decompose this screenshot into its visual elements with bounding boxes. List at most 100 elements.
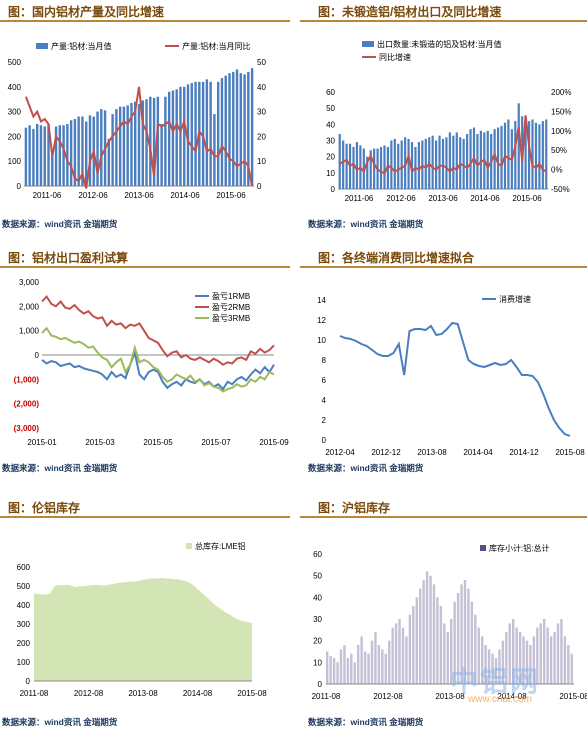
bar [436,597,439,684]
y-tick-label: 6 [322,376,327,385]
bar [522,636,525,684]
bar [487,649,491,684]
bar [149,96,152,186]
x-tick-label: 2011-06 [345,194,374,203]
bar [201,81,205,186]
bar [111,114,114,186]
source-note-3: 数据来源：wind资讯 金瑞期货 [2,463,118,473]
y-tick-label: 20 [326,153,335,162]
bar [463,580,467,684]
bar [481,636,484,684]
bar [352,146,355,189]
y-tick-label: 150% [551,107,571,116]
x-tick-label: 2012-06 [78,191,108,200]
bar [126,105,129,186]
bar [374,632,377,684]
source-note-2: 数据来源：wind资讯 金瑞期货 [308,219,424,229]
x-tick-label: 2015-06 [216,191,246,200]
bar [247,71,250,186]
bar [563,636,567,684]
y-tick-label: 300 [8,108,22,117]
bar [220,78,224,186]
y-tick-label: 50% [551,146,567,155]
bar [532,636,536,684]
bar [456,593,460,684]
bar [405,636,408,684]
y-tick-label: 10 [317,336,326,345]
bar [338,134,341,189]
bar [137,104,141,186]
y-tick-label: 300 [17,620,31,629]
y-tick-label: (3,000) [14,424,40,433]
bar [360,636,363,684]
bar [543,619,546,684]
bar [85,121,88,186]
bar [498,649,501,684]
bar [410,142,414,189]
bar [556,623,560,684]
legend-label: 库存小计:铝:总计 [489,543,549,553]
bar [435,140,438,189]
y-tick-label: 12 [317,316,326,325]
chart-title-1: 图：国内铝材产量及同比增速 [8,5,165,19]
bar [398,619,401,684]
bar [228,73,231,186]
bar [379,146,383,189]
bar [43,126,46,186]
chart-title-6: 图：沪铝库存 [318,501,391,515]
bar [448,132,451,189]
y-tick-label: (1,000) [14,375,40,384]
y-tick-label: 50 [257,58,266,67]
bar [118,106,122,186]
bar [493,129,496,189]
bar [453,601,456,684]
bar [329,655,332,684]
legend-label: 盈亏1RMB [212,292,250,301]
bar [190,83,193,186]
bar [455,132,458,189]
legend-label: 同比增速 [379,52,411,62]
bar [415,597,418,684]
bar [470,601,474,684]
bar [496,127,500,189]
bar [96,111,99,186]
source-note-5: 数据来源：wind资讯 金瑞期货 [2,717,118,727]
x-tick-label: 2012-12 [371,448,401,457]
y-tick-label: 0 [257,182,262,191]
x-tick-label: 2013-08 [417,448,447,457]
y-tick-label: 20 [257,132,266,141]
bar [167,91,171,186]
area-fill [34,578,252,681]
series-line [339,115,547,175]
bar [417,142,421,189]
y-tick-label: 400 [8,83,22,92]
y-tick-label: 30 [257,108,266,117]
y-tick-label: 8 [322,356,327,365]
bar [216,81,220,186]
bar [446,632,449,684]
bar [445,137,448,189]
legend-swatch [36,43,48,49]
y-tick-label: 0% [551,166,563,175]
y-tick-label: 100% [551,127,571,136]
y-tick-label: 40 [257,83,266,92]
bar [512,619,515,684]
bar [439,606,443,684]
y-tick-label: 0 [318,680,323,689]
bar [525,640,529,684]
bar [332,658,336,684]
bar [401,627,405,684]
bar [51,153,54,186]
bar [424,138,427,189]
chart-aluminum-export: 0 10 20 30 40 50 60 -50% 0% 50% 100% 150% 200% 2011-0… [326,39,571,203]
chart-export-profit: 盈亏1RMB 盈亏2RMB 盈亏3RMB 3,000 2,000 1,000 0 (1,000… [14,278,290,447]
y-tick-label: 10 [326,169,335,178]
y-tick-label: 0 [17,182,22,191]
y-tick-label: 500 [8,58,22,67]
y-tick-label: 14 [317,296,326,305]
bar [452,135,455,189]
legend-label: 总库存:LME铝 [195,541,246,551]
bar [213,114,216,186]
x-tick-label: 2015-08 [555,448,585,457]
bar [388,640,391,684]
